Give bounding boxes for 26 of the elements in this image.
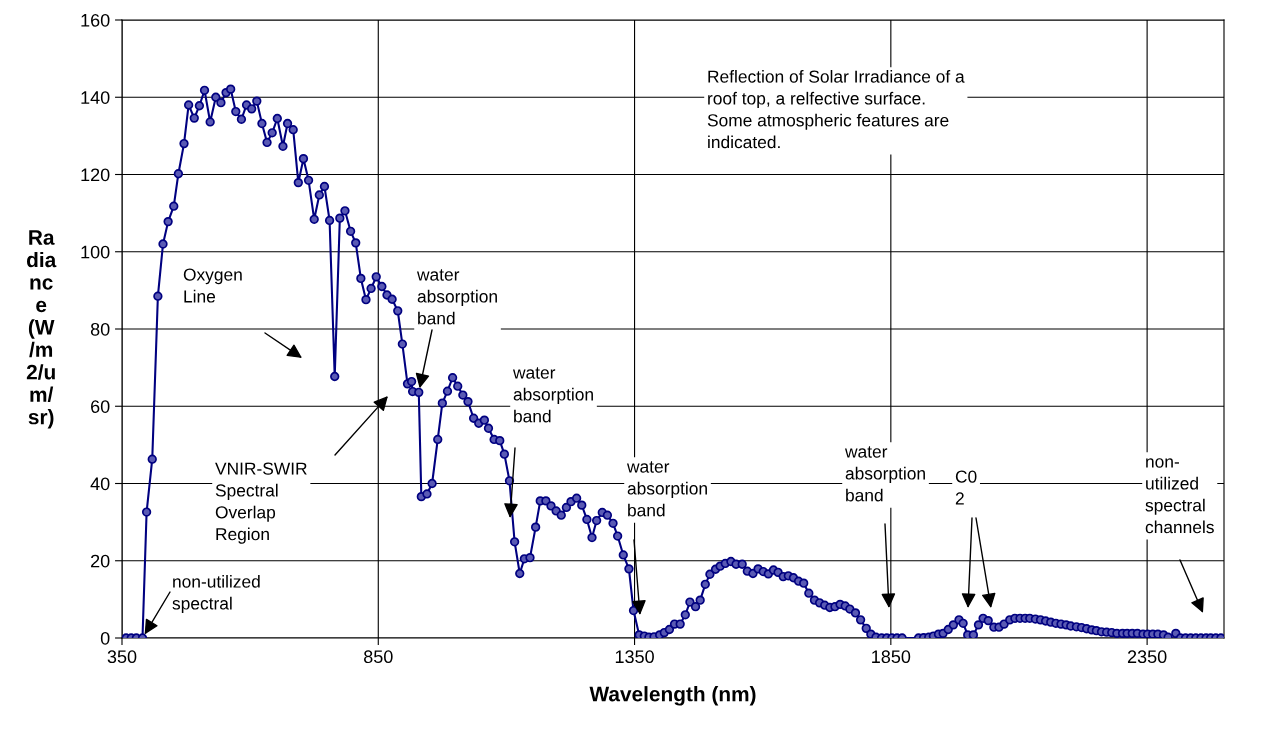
annotation: water absorption band [512, 367, 593, 423]
x-axis-title: Wavelength (nm) [589, 686, 756, 706]
annotation: non- utilized spectral channels [1145, 458, 1214, 534]
x-tick-label: 1350 [615, 650, 654, 664]
annotation: C0 2 [955, 470, 977, 505]
annotation: water absorption band [844, 446, 925, 502]
y-tick-label: 160 [81, 13, 110, 27]
y-tick-label: 120 [81, 168, 110, 182]
x-tick-label: 350 [107, 650, 137, 664]
y-tick-label: 100 [81, 245, 110, 259]
text: Ra dia nc e (W /m 2/u m/ sr) [26, 230, 57, 429]
annotation: VNIR-SWIR Spectral Overlap Region [215, 462, 307, 544]
annotation: Oxygen Line [183, 268, 242, 303]
y-tick-label: 0 [100, 631, 110, 645]
y-tick-label: 20 [91, 554, 110, 568]
y-tick-label: 40 [90, 477, 110, 491]
y-tick-label: 60 [91, 400, 110, 413]
x-tick-label: 850 [364, 650, 393, 664]
annotation: water absorption band [416, 269, 497, 325]
y-tick-label: 80 [90, 322, 110, 336]
annotation: non-utilized spectral [172, 575, 260, 614]
y-tick-label: 140 [81, 91, 110, 104]
x-tick-label: 1850 [872, 650, 911, 664]
x-tick-label: 2350 [1127, 650, 1167, 664]
annotation: Reflection of Solar Irradiance of a roof top, a relfective surface. Some atmospheric features are indicated. [707, 70, 965, 149]
annotation: water absorption band [626, 461, 707, 517]
